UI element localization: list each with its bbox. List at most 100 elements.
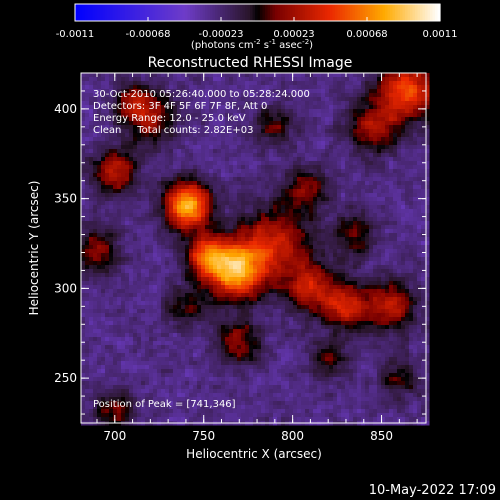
heatmap-cell <box>145 277 150 282</box>
heatmap-cell <box>325 173 330 178</box>
heatmap-cell <box>205 281 210 286</box>
heatmap-cell <box>185 109 190 114</box>
heatmap-cell <box>173 237 178 242</box>
heatmap-cell <box>417 201 422 206</box>
heatmap-cell <box>137 265 142 270</box>
heatmap-cell <box>233 177 238 182</box>
heatmap-cell <box>361 177 366 182</box>
heatmap-cell <box>329 213 334 218</box>
heatmap-cell <box>309 177 314 182</box>
heatmap-cell <box>205 117 210 122</box>
heatmap-cell <box>97 269 102 274</box>
heatmap-cell <box>197 249 202 254</box>
heatmap-cell <box>205 105 210 110</box>
colorbar-segment <box>172 4 176 21</box>
heatmap-cell <box>281 81 286 86</box>
heatmap-cell <box>197 149 202 154</box>
heatmap-cell <box>129 109 134 114</box>
heatmap-cell <box>229 269 234 274</box>
heatmap-cell <box>333 109 338 114</box>
heatmap-cell <box>373 237 378 242</box>
heatmap-cell <box>117 173 122 178</box>
heatmap-cell <box>265 153 270 158</box>
heatmap-cell <box>365 289 370 294</box>
heatmap-cell <box>253 109 258 114</box>
heatmap-cell <box>209 257 214 262</box>
heatmap-cell <box>165 205 170 210</box>
heatmap-cell <box>81 277 86 282</box>
heatmap-cell <box>189 229 194 234</box>
heatmap-cell <box>305 97 310 102</box>
colorbar-segment <box>90 4 94 21</box>
heatmap-cell <box>177 273 182 278</box>
heatmap-cell <box>81 149 86 154</box>
heatmap-cell <box>153 201 158 206</box>
heatmap-cell <box>285 133 290 138</box>
heatmap-cell <box>217 233 222 238</box>
heatmap-cell <box>325 101 330 106</box>
heatmap-cell <box>393 125 398 130</box>
heatmap-cell <box>177 245 182 250</box>
heatmap-cell <box>217 113 222 118</box>
heatmap-cell <box>297 137 302 142</box>
heatmap-cell <box>89 253 94 258</box>
heatmap-cell <box>169 221 174 226</box>
heatmap-cell <box>181 125 186 130</box>
heatmap-cell <box>185 213 190 218</box>
heatmap-cell <box>149 237 154 242</box>
heatmap-cell <box>305 161 310 166</box>
heatmap-cell <box>313 197 318 202</box>
heatmap-cell <box>245 265 250 270</box>
heatmap-cell <box>113 153 118 158</box>
heatmap-cell <box>285 289 290 294</box>
heatmap-cell <box>425 233 430 238</box>
heatmap-cell <box>309 173 314 178</box>
heatmap-cell <box>81 205 86 210</box>
heatmap-cell <box>165 229 170 234</box>
heatmap-cell <box>85 265 90 270</box>
heatmap-cell <box>241 129 246 134</box>
heatmap-cell <box>261 229 266 234</box>
heatmap-cell <box>157 113 162 118</box>
heatmap-cell <box>129 77 134 82</box>
heatmap-cell <box>149 213 154 218</box>
heatmap-cell <box>185 129 190 134</box>
heatmap-cell <box>189 197 194 202</box>
heatmap-cell <box>397 261 402 266</box>
heatmap-cell <box>125 189 130 194</box>
heatmap-cell <box>189 269 194 274</box>
heatmap-cell <box>305 273 310 278</box>
heatmap-cell <box>385 89 390 94</box>
heatmap-cell <box>309 169 314 174</box>
heatmap-cell <box>329 221 334 226</box>
heatmap-cell <box>345 125 350 130</box>
heatmap-cell <box>385 253 390 258</box>
heatmap-cell <box>293 229 298 234</box>
heatmap-cell <box>305 177 310 182</box>
heatmap-cell <box>341 161 346 166</box>
heatmap-cell <box>205 141 210 146</box>
colorbar-segment <box>430 4 434 21</box>
heatmap-cell <box>285 193 290 198</box>
heatmap-cell <box>329 281 334 286</box>
heatmap-cell <box>309 161 314 166</box>
heatmap-cell <box>397 265 402 270</box>
heatmap-cell <box>253 93 258 98</box>
colorbar-segment <box>330 4 334 21</box>
heatmap-cell <box>337 137 342 142</box>
heatmap-cell <box>209 189 214 194</box>
heatmap-cell <box>309 281 314 286</box>
heatmap-cell <box>337 173 342 178</box>
heatmap-cell <box>197 261 202 266</box>
heatmap-cell <box>237 105 242 110</box>
heatmap-cell <box>161 253 166 258</box>
heatmap-cell <box>241 289 246 294</box>
heatmap-cell <box>221 89 226 94</box>
heatmap-cell <box>193 121 198 126</box>
heatmap-cell <box>213 189 218 194</box>
heatmap-cell <box>369 129 374 134</box>
heatmap-cell <box>261 141 266 146</box>
heatmap-cell <box>121 257 126 262</box>
heatmap-cell <box>305 197 310 202</box>
heatmap-cell <box>341 193 346 198</box>
